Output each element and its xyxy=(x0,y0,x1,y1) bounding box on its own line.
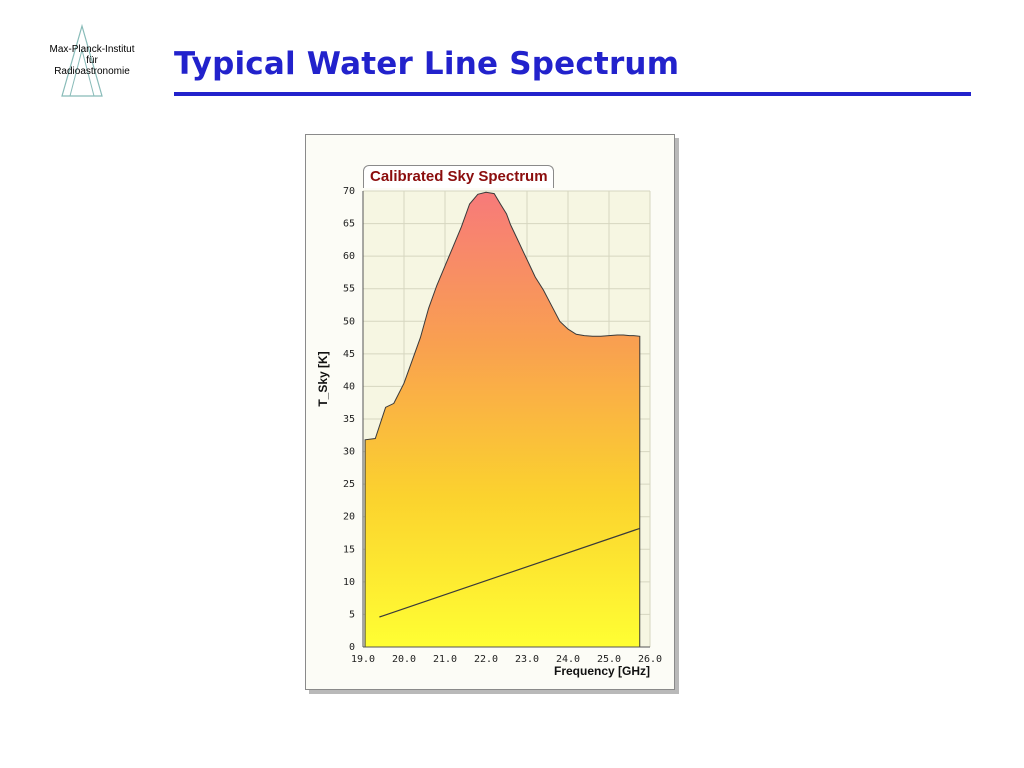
x-tick-label: 26.0 xyxy=(638,654,662,665)
slide-title: Typical Water Line Spectrum xyxy=(174,46,680,82)
y-tick-label: 45 xyxy=(343,349,355,360)
spectrum-area xyxy=(365,192,640,648)
title-underline xyxy=(174,92,971,96)
y-tick-label: 30 xyxy=(343,447,355,458)
y-tick-label: 50 xyxy=(343,316,355,327)
y-tick-label: 25 xyxy=(343,479,355,490)
x-tick-label: 22.0 xyxy=(474,654,498,665)
x-tick-label: 23.0 xyxy=(515,654,539,665)
y-tick-label: 70 xyxy=(343,186,355,197)
y-tick-label: 35 xyxy=(343,414,355,425)
y-tick-label: 10 xyxy=(343,577,355,588)
logo-line: Radioastronomie xyxy=(54,66,130,77)
logo-line: für xyxy=(86,55,98,66)
y-tick-label: 40 xyxy=(343,381,355,392)
chart-title: Calibrated Sky Spectrum xyxy=(363,165,554,188)
x-tick-label: 19.0 xyxy=(351,654,375,665)
triangle-logo-icon xyxy=(61,24,103,97)
y-tick-label: 65 xyxy=(343,219,355,230)
spectrum-line xyxy=(364,191,641,648)
x-tick-label: 25.0 xyxy=(597,654,621,665)
x-tick-label: 24.0 xyxy=(556,654,580,665)
institute-logo: Max-Planck-Institut für Radioastronomie xyxy=(36,24,148,98)
x-tick-label: 21.0 xyxy=(433,654,457,665)
y-axis-title: T_Sky [K] xyxy=(316,351,330,406)
y-tick-label: 5 xyxy=(349,609,355,620)
logo-line: Max-Planck-Institut xyxy=(49,44,135,55)
x-tick-label: 20.0 xyxy=(392,654,416,665)
y-tick-label: 20 xyxy=(343,512,355,523)
x-axis-title: Frequency [GHz] xyxy=(554,664,650,678)
y-tick-label: 60 xyxy=(343,251,355,262)
baseline-line xyxy=(379,527,640,618)
y-tick-label: 0 xyxy=(349,642,355,653)
spectrum-chart: 19.0 20.0 21.0 22.0 23.0 24.0 25.0 26.0 0 5 10 15 20… xyxy=(316,186,662,678)
y-tick-label: 15 xyxy=(343,544,355,555)
y-tick-label: 55 xyxy=(343,284,355,295)
logo-text: Max-Planck-Institut für Radioastronomie xyxy=(36,44,148,77)
chart-panel: 19.0 20.0 21.0 22.0 23.0 24.0 25.0 26.0 0 5 10 15 20… xyxy=(305,134,675,690)
